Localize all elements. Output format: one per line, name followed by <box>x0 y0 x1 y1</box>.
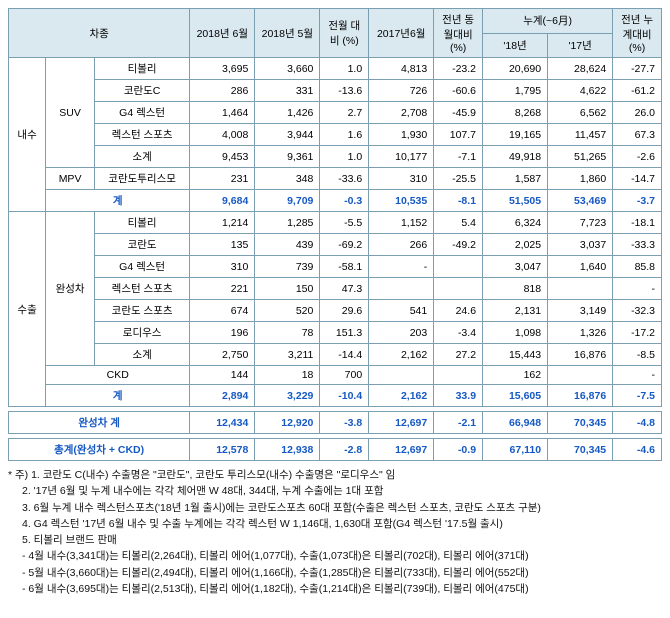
table-row-subtotal: 소계 2,7503,211-14.42,16227.215,44316,876-… <box>9 344 662 366</box>
th-2018-5: 2018년 5월 <box>255 9 320 58</box>
table-row: 코란도 스포츠 67452029.654124.62,1313,149-32.3 <box>9 300 662 322</box>
table-row: G4 렉스턴 1,4641,4262.72,708-45.98,2686,562… <box>9 102 662 124</box>
note-5: 5. 티볼리 브랜드 판매 <box>8 532 662 548</box>
note-4: 4. G4 렉스턴 '17년 6월 내수 및 수출 누계에는 각각 렉스턴 W … <box>8 516 662 532</box>
note-5c: - 6월 내수(3,695대)는 티볼리(2,513대), 티볼리 에어(1,1… <box>8 581 662 597</box>
cat-suv: SUV <box>46 58 95 168</box>
row-name: 티볼리 <box>94 58 189 80</box>
cat-domestic: 내수 <box>9 58 46 212</box>
table-row: 내수 SUV 티볼리 3,695 3,660 1.0 4,813 -23.2 2… <box>9 58 662 80</box>
th-cum17: '17년 <box>548 33 613 58</box>
table-row: 코란도 135439-69.2266-49.22,0253,037-33.3 <box>9 234 662 256</box>
table-row: CKD 14418700162- <box>9 366 662 385</box>
th-cum-yoy: 전년 누계대비 (%) <box>613 9 662 58</box>
table-row: 렉스턴 스포츠 22115047.3818- <box>9 278 662 300</box>
cat-ckd: CKD <box>46 366 190 385</box>
cat-export: 수출 <box>9 212 46 407</box>
note-1: * 주) 1. 코란도 C(내수) 수출명은 "코란도", 코란도 투리스모(내… <box>8 467 662 483</box>
table-row: 코란도C 286331-13.6726-60.61,7954,622-61.2 <box>9 80 662 102</box>
table-row: 수출 완성차 티볼리 1,2141,285-5.51,1525.46,3247,… <box>9 212 662 234</box>
table-row-subtotal: 소계 9,4539,3611.010,177-7.149,91851,265-2… <box>9 146 662 168</box>
note-3: 3. 6월 누계 내수 렉스턴스포츠('18년 1월 출시)에는 코란도스포츠 … <box>8 500 662 516</box>
cat-mpv: MPV <box>46 168 95 190</box>
grand-table-all: 총계(완성차 + CKD) 12,57812,938-2.812,697-0.9… <box>8 438 662 461</box>
th-2018-6: 2018년 6월 <box>190 9 255 58</box>
th-group: 차종 <box>9 9 190 58</box>
footnotes: * 주) 1. 코란도 C(내수) 수출명은 "코란도", 코란도 투리스모(내… <box>8 467 662 597</box>
grand-cbv-row: 완성차 계 12,43412,920-3.812,697-2.166,94870… <box>9 412 662 434</box>
th-2017-6: 2017년6월 <box>369 9 434 58</box>
th-yoy: 전년 동월대비 (%) <box>434 9 483 58</box>
table-row: 렉스턴 스포츠 4,0083,9441.61,930107.719,16511,… <box>9 124 662 146</box>
table-row: G4 렉스턴 310739-58.1-3,0471,64085.8 <box>9 256 662 278</box>
table-row-total: 계 2,8943,229-10.42,16233.915,60516,876-7… <box>9 385 662 407</box>
grand-all-row: 총계(완성차 + CKD) 12,57812,938-2.812,697-0.9… <box>9 439 662 461</box>
table-row: 로디우스 19678151.3203-3.41,0981,326-17.2 <box>9 322 662 344</box>
table-row: MPV 코란도투리스모 231348-33.6310-25.51,5871,86… <box>9 168 662 190</box>
table-row-total: 계 9,6849,709-0.310,535-8.151,50553,469-3… <box>9 190 662 212</box>
note-5b: - 5월 내수(3,660대)는 티볼리(2,494대), 티볼리 에어(1,1… <box>8 565 662 581</box>
sales-table: 차종 2018년 6월 2018년 5월 전월 대비 (%) 2017년6월 전… <box>8 8 662 407</box>
th-mom: 전월 대비 (%) <box>320 9 369 58</box>
grand-table-cbv: 완성차 계 12,43412,920-3.812,697-2.166,94870… <box>8 411 662 434</box>
th-cum: 누계(~6月) <box>483 9 613 34</box>
th-cum18: '18년 <box>483 33 548 58</box>
note-5a: - 4월 내수(3,341대)는 티볼리(2,264대), 티볼리 에어(1,0… <box>8 548 662 564</box>
cat-cbv: 완성차 <box>46 212 95 366</box>
note-2: 2. '17년 6월 및 누계 내수에는 각각 체어맨 W 48대, 344대,… <box>8 483 662 499</box>
